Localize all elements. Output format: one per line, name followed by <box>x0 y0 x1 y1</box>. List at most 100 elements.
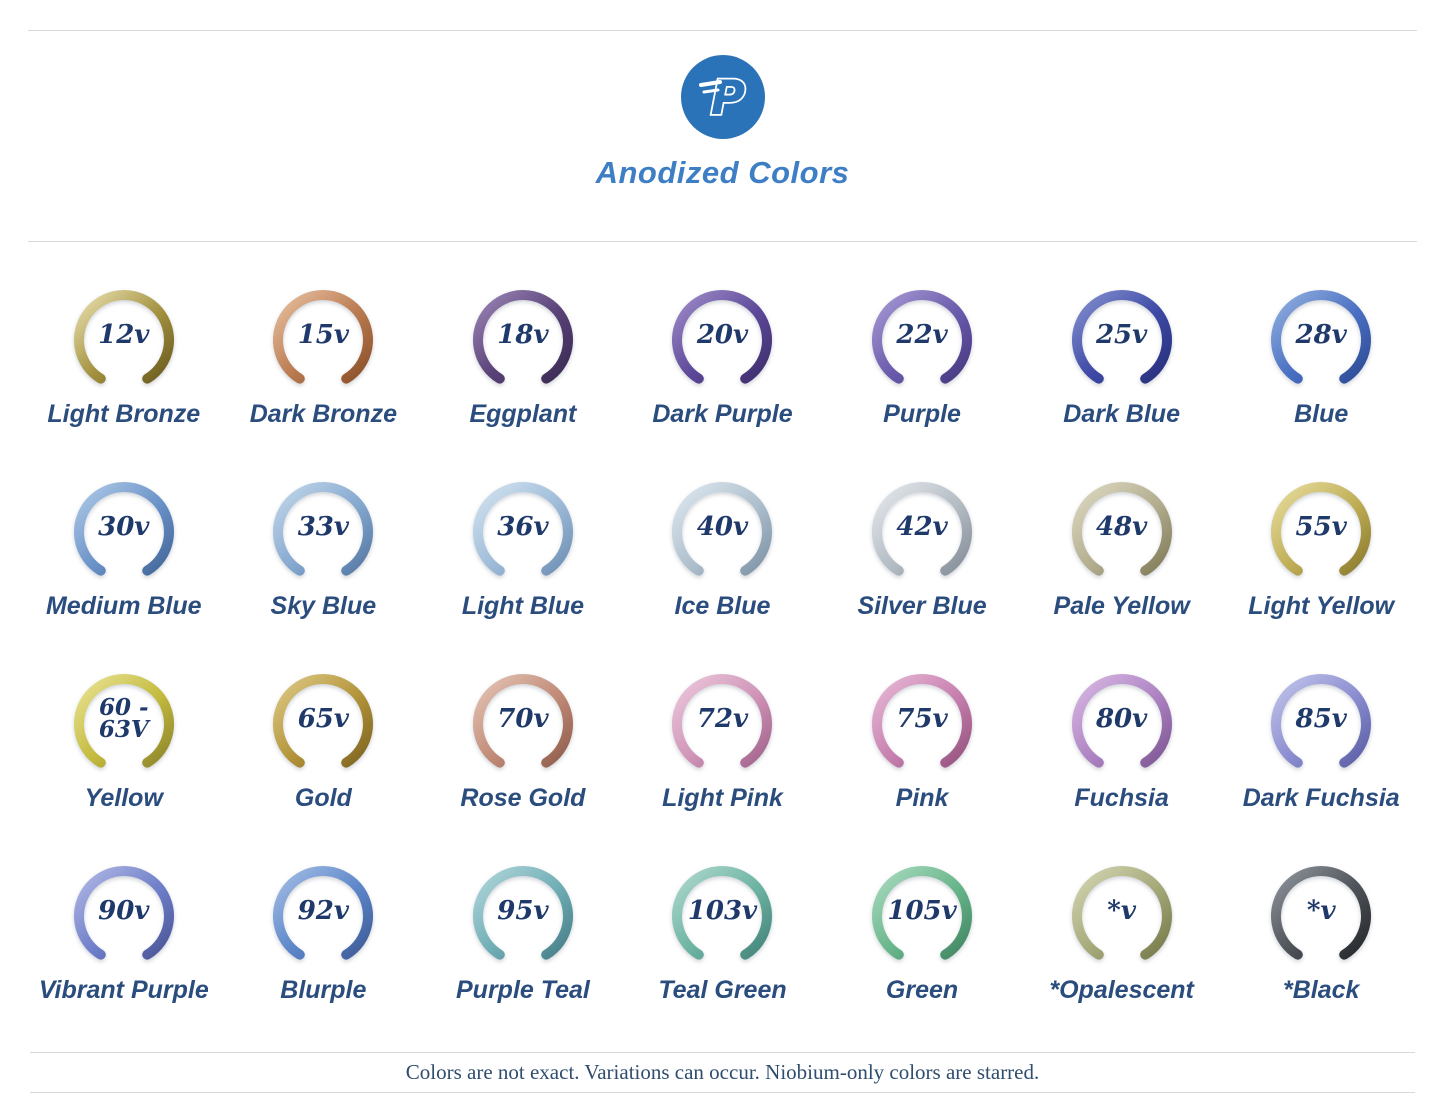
ring-graphic <box>872 482 973 576</box>
ring-graphic <box>1271 674 1372 768</box>
color-name-label: Rose Gold <box>460 784 586 812</box>
ring-graphic <box>1071 866 1172 960</box>
color-name-label: Blurple <box>280 976 367 1004</box>
ring-graphic <box>273 674 374 768</box>
color-name-label: Teal Green <box>658 976 787 1004</box>
color-name-label: Purple Teal <box>456 976 590 1004</box>
color-name-label: Eggplant <box>469 400 577 428</box>
color-name-label: Dark Blue <box>1063 400 1180 428</box>
footer-note: Colors are not exact. Variations can occ… <box>405 1060 1040 1084</box>
color-swatch: 92v Blurple <box>224 858 424 1008</box>
ring-graphic <box>73 866 174 960</box>
color-swatch: 12v Light Bronze <box>24 282 224 432</box>
ring-graphic <box>273 866 374 960</box>
ring-wrap: 60 - 63V <box>68 666 180 778</box>
ring-graphic <box>1271 290 1372 384</box>
color-swatch: 33v Sky Blue <box>224 474 424 624</box>
color-name-label: *Opalescent <box>1049 976 1194 1004</box>
color-swatch: *v *Opalescent <box>1022 858 1222 1008</box>
header: P Anodized Colors <box>0 31 1445 241</box>
color-swatch: 72v Light Pink <box>623 666 823 816</box>
color-name-label: Dark Bronze <box>249 400 397 428</box>
ring-wrap: 15v <box>267 282 379 394</box>
ring-wrap: *v <box>1066 858 1178 970</box>
ring-wrap: 33v <box>267 474 379 586</box>
color-swatch: 55v Light Yellow <box>1221 474 1421 624</box>
footer: Colors are not exact. Variations can occ… <box>30 1052 1415 1093</box>
ring-graphic <box>273 290 374 384</box>
color-swatch: 36v Light Blue <box>423 474 623 624</box>
ring-graphic <box>472 866 573 960</box>
color-name-label: Light Blue <box>461 592 585 620</box>
color-swatch: 40v Ice Blue <box>623 474 823 624</box>
color-name-label: Dark Purple <box>652 400 793 428</box>
color-name-label: Vibrant Purple <box>38 976 209 1004</box>
color-swatch: 103v Teal Green <box>623 858 823 1008</box>
ring-wrap: *v <box>1265 858 1377 970</box>
ring-wrap: 85v <box>1265 666 1377 778</box>
color-swatch: 70v Rose Gold <box>423 666 623 816</box>
page-title: Anodized Colors <box>595 155 850 190</box>
ring-wrap: 40v <box>666 474 778 586</box>
ring-graphic <box>1071 290 1172 384</box>
ring-wrap: 42v <box>866 474 978 586</box>
ring-wrap: 28v <box>1265 282 1377 394</box>
ring-wrap: 22v <box>866 282 978 394</box>
ring-wrap: 48v <box>1066 474 1178 586</box>
ring-graphic <box>872 674 973 768</box>
color-grid: 12v Light Bronze 15v Dark Bronze <box>0 242 1445 1008</box>
ring-wrap: 36v <box>467 474 579 586</box>
ring-graphic <box>73 482 174 576</box>
ring-wrap: 55v <box>1265 474 1377 586</box>
color-swatch: 42v Silver Blue <box>822 474 1022 624</box>
ring-graphic <box>73 290 174 384</box>
color-swatch: 28v Blue <box>1221 282 1421 432</box>
color-name-label: Sky Blue <box>270 592 377 620</box>
ring-wrap: 105v <box>866 858 978 970</box>
ring-wrap: 25v <box>1066 282 1178 394</box>
ring-graphic <box>1071 674 1172 768</box>
color-name-label: Ice Blue <box>674 592 771 620</box>
top-divider <box>28 30 1417 31</box>
color-swatch: 90v Vibrant Purple <box>24 858 224 1008</box>
color-swatch: 48v Pale Yellow <box>1022 474 1222 624</box>
color-name-label: Fuchsia <box>1074 784 1169 812</box>
color-name-label: *Black <box>1282 976 1360 1004</box>
brand-logo: P <box>680 55 765 139</box>
logo-letter: P <box>710 71 744 126</box>
color-name-label: Silver Blue <box>857 592 987 620</box>
color-name-label: Pink <box>895 784 949 812</box>
ring-graphic <box>73 674 174 768</box>
p-logo-icon: P <box>680 55 765 139</box>
color-swatch: 80v Fuchsia <box>1022 666 1222 816</box>
color-swatch: 65v Gold <box>224 666 424 816</box>
ring-wrap: 90v <box>68 858 180 970</box>
color-swatch: 18v Eggplant <box>423 282 623 432</box>
color-name-label: Light Yellow <box>1248 592 1395 620</box>
color-swatch: 30v Medium Blue <box>24 474 224 624</box>
color-name-label: Blue <box>1294 400 1349 428</box>
ring-graphic <box>1071 482 1172 576</box>
ring-graphic <box>872 866 973 960</box>
ring-graphic <box>472 674 573 768</box>
color-swatch: 20v Dark Purple <box>623 282 823 432</box>
color-swatch: 25v Dark Blue <box>1022 282 1222 432</box>
color-swatch: 60 - 63V Yellow <box>24 666 224 816</box>
color-name-label: Dark Fuchsia <box>1242 784 1400 812</box>
ring-wrap: 70v <box>467 666 579 778</box>
color-name-label: Gold <box>294 784 352 812</box>
ring-wrap: 65v <box>267 666 379 778</box>
color-swatch: 85v Dark Fuchsia <box>1221 666 1421 816</box>
ring-graphic <box>872 290 973 384</box>
ring-graphic <box>672 482 773 576</box>
color-name-label: Yellow <box>84 784 163 812</box>
ring-graphic <box>672 674 773 768</box>
color-swatch: *v *Black <box>1221 858 1421 1008</box>
color-swatch: 15v Dark Bronze <box>224 282 424 432</box>
color-swatch: 95v Purple Teal <box>423 858 623 1008</box>
ring-graphic <box>273 482 374 576</box>
ring-wrap: 95v <box>467 858 579 970</box>
ring-graphic <box>1271 482 1372 576</box>
color-name-label: Light Bronze <box>47 400 201 428</box>
